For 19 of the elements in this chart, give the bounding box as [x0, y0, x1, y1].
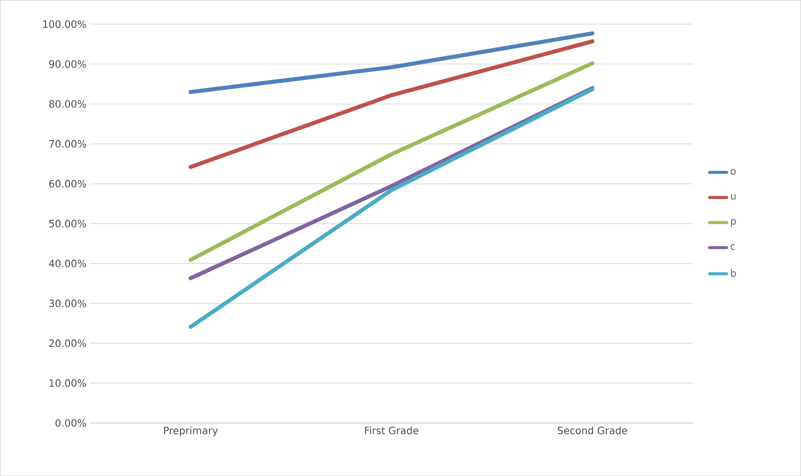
- y-tick-label: 0.00%: [56, 419, 86, 427]
- y-tick-label: 60.00%: [49, 180, 86, 188]
- y-tick-label: 30.00%: [49, 299, 86, 308]
- y-tick-label: 20.00%: [49, 339, 86, 347]
- y-tick-label: 100.00%: [43, 20, 86, 28]
- legend-label: c: [730, 244, 736, 250]
- y-tick-label: 70.00%: [49, 140, 86, 148]
- legend-label: o: [730, 168, 736, 175]
- y-tick-label: 90.00%: [49, 60, 86, 68]
- x-tick-label: Second Grade: [558, 426, 628, 434]
- y-tick-label: 80.00%: [49, 100, 86, 108]
- legend-label: u: [731, 194, 736, 200]
- y-tick-label: 40.00%: [49, 260, 86, 268]
- x-tick-label: First Grade: [365, 426, 418, 434]
- legend-label: b: [731, 269, 736, 277]
- legend-label: p: [731, 218, 736, 227]
- y-tick-label: 10.00%: [50, 379, 86, 387]
- x-tick-label: Preprimary: [164, 426, 218, 436]
- y-tick-label: 50.00%: [49, 220, 86, 228]
